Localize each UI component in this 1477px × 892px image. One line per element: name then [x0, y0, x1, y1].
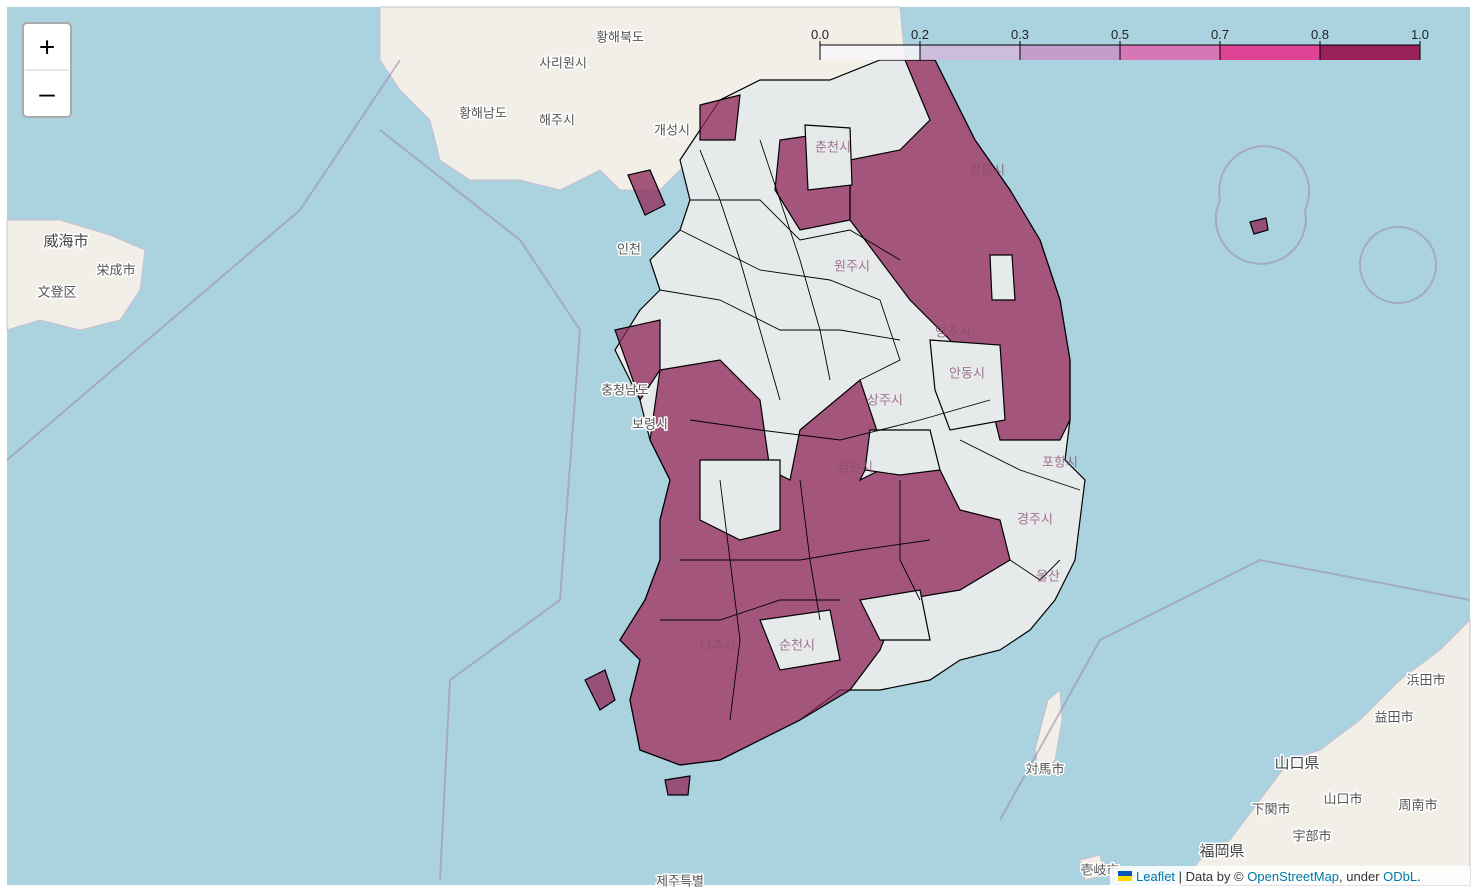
flag-top [1118, 871, 1132, 876]
place-label: 山口県 [1274, 755, 1319, 772]
place-label: 안동시 [949, 365, 985, 380]
place-label: 栄成市 [96, 262, 135, 277]
legend-bin [920, 45, 1020, 60]
place-label: 해주시 [539, 112, 575, 127]
legend-bin [1320, 45, 1420, 60]
district-lines [659, 139, 1081, 721]
attribution-text: Leaflet | Data by © OpenStreetMap, under… [1136, 869, 1421, 884]
place-labels: 황해북도 사리원시 황해남도 해주시 개성시 威海市 栄成市 文登区 인천 충청… [36, 28, 1447, 890]
attribution-part: , under [1339, 869, 1383, 884]
color-legend: 0.0 0.2 0.3 0.5 0.7 0.8 1.0 [811, 27, 1429, 60]
place-label: 인천 [617, 241, 641, 256]
legend-tick-label: 0.7 [1211, 27, 1229, 42]
legend-tick-label: 0.2 [911, 27, 929, 42]
base-land [6, 6, 1471, 886]
legend-bin [1220, 45, 1320, 60]
place-label: 경주시 [1017, 511, 1053, 526]
place-label: 対馬市 [1025, 761, 1064, 776]
place-label: 周南市 [1398, 797, 1437, 812]
place-label: 下関市 [1251, 801, 1290, 816]
place-label: 강릉시 [969, 162, 1005, 177]
legend-tick-label: 0.5 [1111, 27, 1129, 42]
zoom-control: + – [22, 22, 72, 118]
legend-bin [1020, 45, 1120, 60]
place-label: 文登区 [37, 284, 76, 299]
attribution-part: . [1417, 869, 1421, 884]
attribution-part: | Data by © [1175, 869, 1247, 884]
border-lines [6, 59, 1471, 881]
place-label: 제주특별 [656, 873, 704, 888]
legend-tick-label: 0.3 [1011, 27, 1029, 42]
legend-tick-label: 0.8 [1311, 27, 1329, 42]
place-label: 개성시 [654, 122, 690, 137]
legend-tick-label: 1.0 [1411, 27, 1429, 42]
legend-bin [820, 45, 920, 60]
place-label: 宇部市 [1292, 828, 1331, 843]
attribution-box [1110, 866, 1470, 885]
place-label: 김천시 [837, 459, 873, 474]
place-label: 나주시 [700, 638, 736, 653]
osm-link[interactable]: OpenStreetMap [1247, 869, 1339, 884]
license-link[interactable]: ODbL [1383, 869, 1417, 884]
flag-bottom [1118, 876, 1132, 881]
place-label: 浜田市 [1406, 672, 1445, 687]
leaflet-link[interactable]: Leaflet [1136, 869, 1175, 884]
attribution: Leaflet | Data by © OpenStreetMap, under… [1110, 866, 1470, 885]
zoom-out[interactable]: – [39, 78, 55, 109]
place-label: 황해남도 [459, 105, 507, 120]
place-label: 순천시 [779, 637, 815, 652]
place-label: 사리원시 [539, 55, 587, 70]
place-label: 충청남도 [601, 382, 649, 397]
zoom-in[interactable]: + [39, 32, 55, 63]
place-label: 福岡県 [1199, 843, 1244, 860]
place-label: 보령시 [632, 416, 668, 431]
place-label: 원주시 [834, 258, 870, 273]
place-label: 상주시 [867, 392, 903, 407]
place-label: 山口市 [1323, 791, 1362, 806]
place-label: 威海市 [43, 233, 88, 250]
place-label: 황해북도 [596, 29, 644, 44]
place-label: 춘천시 [815, 139, 851, 154]
legend-bin [1120, 45, 1220, 60]
place-label: 포항시 [1042, 454, 1078, 469]
place-label: 울산 [1036, 568, 1060, 583]
place-label: 영주시 [935, 324, 971, 339]
place-label: 益田市 [1374, 709, 1413, 724]
legend-tick-label: 0.0 [811, 27, 829, 42]
